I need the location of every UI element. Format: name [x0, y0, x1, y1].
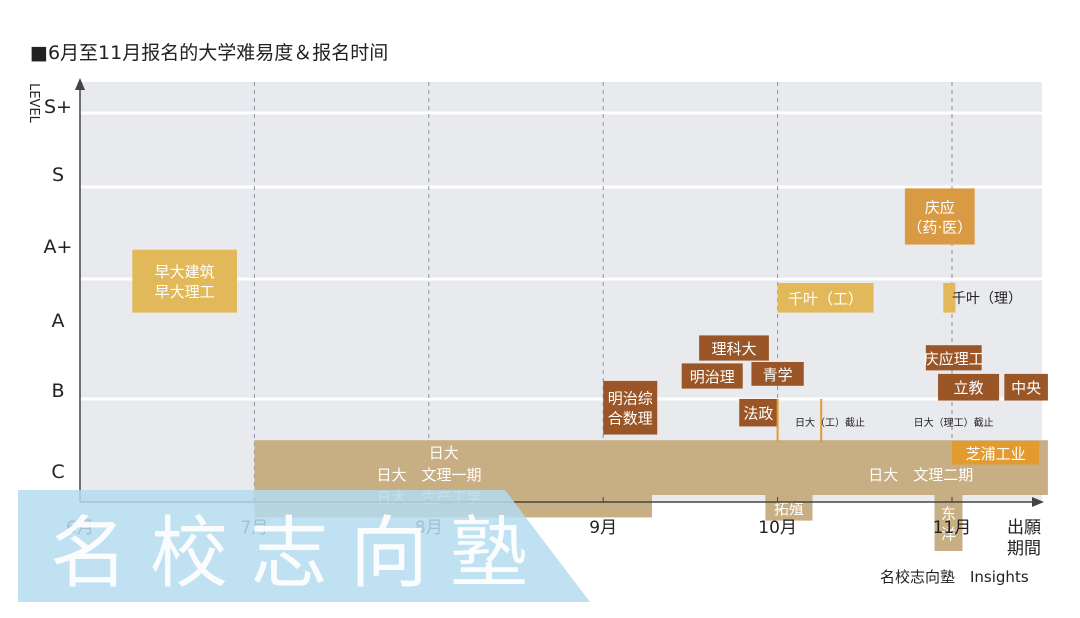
- bar-shibaura-label: 芝浦工业: [966, 445, 1026, 463]
- y-level-label: S+: [44, 96, 72, 118]
- bar-rikkyo: [938, 373, 1000, 401]
- plot-background: [80, 82, 1042, 502]
- label-nihon-2: 日大 文理一期: [376, 466, 481, 484]
- bar-meiji-gen-label: 明治综: [608, 390, 653, 408]
- bar-tus-label: 理科大: [711, 340, 756, 358]
- bar-keio-med-label: 庆应: [925, 198, 955, 216]
- bar-aoyama: [751, 362, 804, 386]
- label-chiba-sci: 千叶（理）: [952, 291, 1022, 307]
- bar-keio-med: [904, 188, 975, 245]
- y-level-label: S: [52, 164, 64, 186]
- bar-chiba-eng: [777, 283, 874, 313]
- bar-meiji-gen: [603, 380, 658, 435]
- bar-meiji-label: 明治理: [690, 368, 735, 386]
- bar-tus: [699, 335, 769, 361]
- bar-keio-eng: [925, 345, 982, 371]
- y-level-label: B: [51, 380, 64, 402]
- bar-waseda: [132, 249, 237, 313]
- bar-rikkyo-label: 立教: [954, 379, 984, 397]
- bar-keio-eng-label: 庆应理工: [924, 350, 984, 368]
- bar-nihon-2nd: [652, 471, 1048, 495]
- bar-shibaura: [952, 441, 1040, 465]
- bar-chuo: [1004, 373, 1048, 401]
- y-level-label: A: [52, 310, 65, 332]
- bar-toyo-label: 东: [941, 505, 956, 523]
- y-level-label: C: [51, 461, 64, 483]
- x-tick-label: 10月: [758, 518, 797, 538]
- bar-keio-med-label: （药·医）: [907, 218, 972, 236]
- y-axis-title: LEVEL: [26, 83, 41, 124]
- y-axis-arrow: [75, 78, 85, 90]
- bar-waseda-label: 早大理工: [155, 283, 215, 301]
- x-axis-arrow: [1032, 497, 1044, 507]
- bar-aoyama-label: 青学: [763, 366, 793, 384]
- bar-toyo-label: 洋: [941, 525, 956, 543]
- label-nihon-1: 日大: [429, 444, 459, 462]
- x-tick-label: 9月: [589, 518, 617, 538]
- x-end-label: 出願: [1007, 518, 1041, 538]
- x-end-label: 期間: [1007, 539, 1041, 559]
- label-nihon-eng-deadline: 日大（工）截止: [795, 416, 865, 429]
- bar-chiba-eng-label: 千叶（工）: [788, 290, 863, 308]
- bar-meiji: [681, 363, 743, 389]
- bar-hosei: [739, 398, 778, 427]
- bar-waseda-label: 早大建筑: [155, 263, 215, 281]
- watermark-banner: [18, 490, 590, 602]
- chart-title: ■6月至11月报名的大学难易度＆报名时间: [30, 42, 389, 64]
- label-nihon-2nd: 日大 文理二期: [868, 466, 973, 484]
- bar-takushoku: [765, 495, 813, 521]
- footer-credit: 名校志向塾 Insights: [880, 568, 1029, 586]
- y-level-label: A+: [44, 236, 73, 258]
- watermark-text: 名校志向塾: [50, 509, 550, 599]
- bar-takushoku-label: 拓殖: [774, 500, 804, 518]
- x-tick-label: 11月: [933, 518, 972, 538]
- bar-hosei-label: 法政: [743, 405, 773, 423]
- bar-chiba-sci: [943, 283, 956, 313]
- label-nihon-sci-deadline: 日大（理工）截止: [914, 416, 994, 429]
- bar-chuo-label: 中央: [1011, 379, 1041, 397]
- bar-meiji-gen-label: 合数理: [608, 410, 653, 428]
- bar-toyo: [934, 495, 963, 551]
